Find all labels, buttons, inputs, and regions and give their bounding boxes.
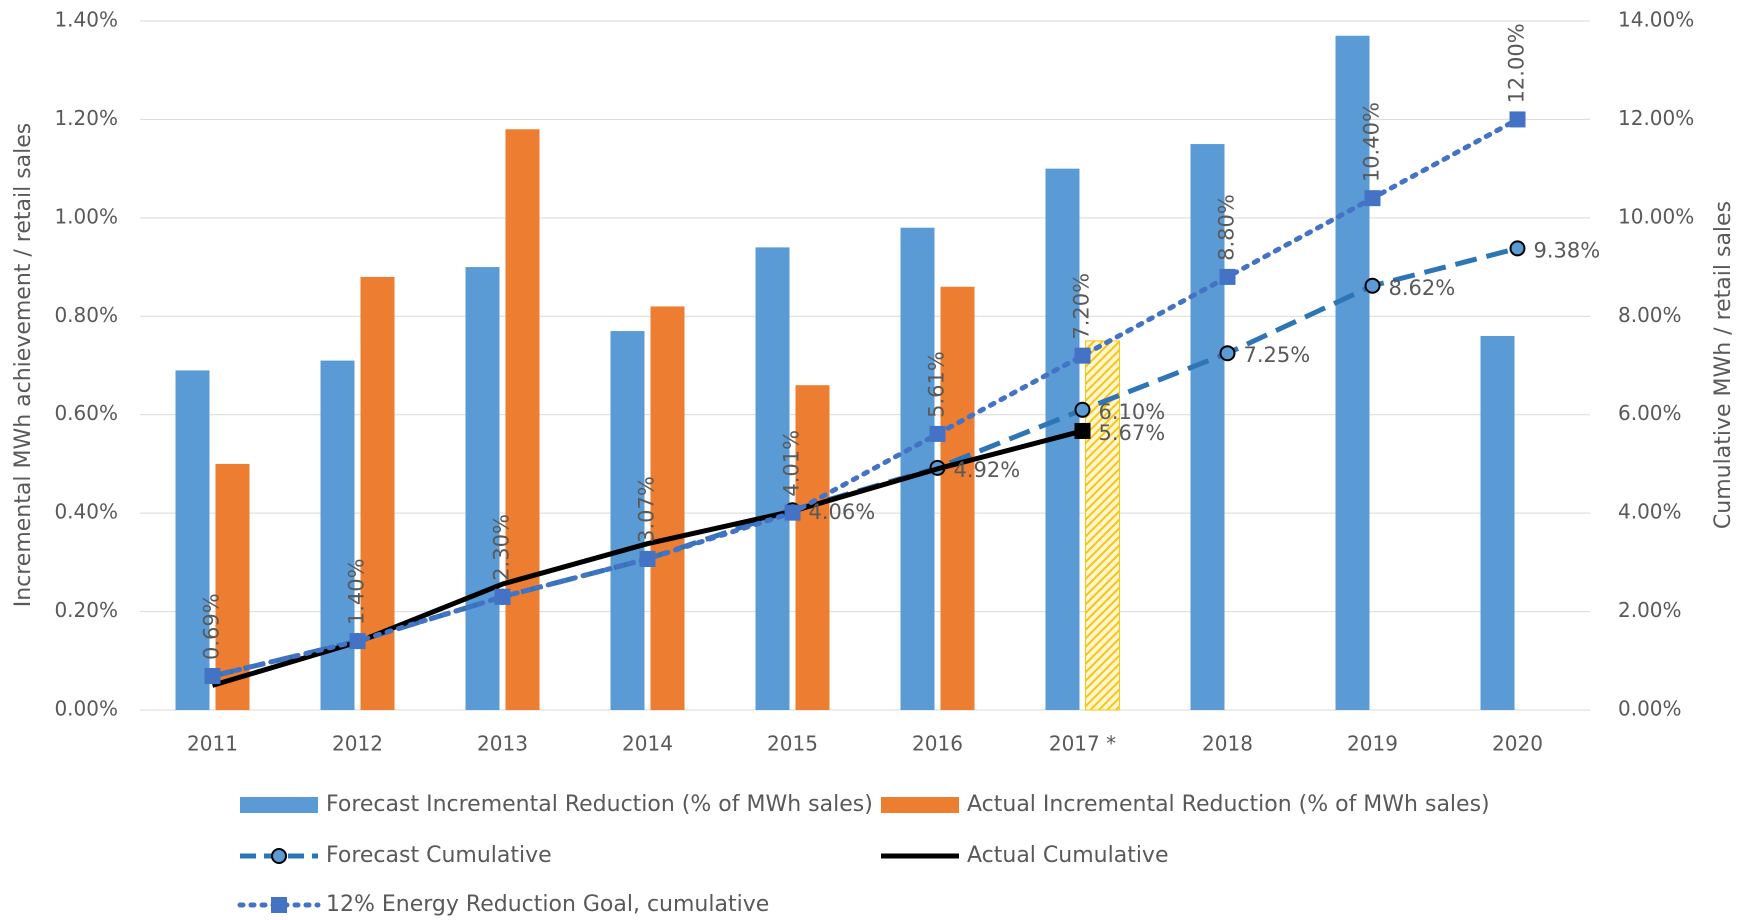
y2-tick-label: 6.00% <box>1618 401 1682 425</box>
bar <box>940 286 975 710</box>
marker <box>784 504 801 521</box>
legend-label: 12% Energy Reduction Goal, cumulative <box>326 892 769 917</box>
data-label: 8.62% <box>1389 276 1456 300</box>
data-label: 4.01% <box>780 430 804 497</box>
data-label: 6.10% <box>1099 400 1166 424</box>
y-tick-label: 1.20% <box>54 106 118 130</box>
bar <box>175 370 210 710</box>
y-axis-title: Incremental MWh achievement / retail sal… <box>11 123 36 608</box>
marker <box>1219 345 1236 362</box>
data-label: 8.80% <box>1215 194 1239 261</box>
y2-tick-label: 10.00% <box>1618 204 1694 228</box>
data-label: 5.67% <box>1099 421 1166 445</box>
marker <box>1509 111 1526 128</box>
bar <box>795 385 830 710</box>
data-label: 9.38% <box>1534 238 1601 262</box>
legend-item: 12% Energy Reduction Goal, cumulative <box>237 892 769 917</box>
legend-item: Forecast Incremental Reduction (% of MWh… <box>240 792 873 817</box>
y2-tick-label: 2.00% <box>1618 598 1682 622</box>
data-label: 2.30% <box>490 514 514 581</box>
y2-tick-label: 4.00% <box>1618 500 1682 524</box>
bar <box>465 267 500 710</box>
x-tick-label: 2020 <box>1492 732 1543 756</box>
bar <box>1335 35 1370 711</box>
line <box>210 116 1520 679</box>
bar <box>1190 144 1225 711</box>
y-tick-label: 1.00% <box>54 204 118 228</box>
labels: 0.00% 0.20% 0.40% 0.60% 0.80% 1.00% 1.20% 1.40%… <box>54 8 1694 756</box>
y2-tick-label: 0.00% <box>1618 697 1682 721</box>
x-tick-label: 2019 <box>1347 732 1398 756</box>
y2-tick-label: 12.00% <box>1618 106 1694 130</box>
data-label: 12.00% <box>1505 23 1529 103</box>
marker <box>494 588 511 605</box>
x-tick-label: 2017 * <box>1049 732 1116 756</box>
legend-label: Actual Incremental Reduction (% of MWh s… <box>967 792 1490 817</box>
x-tick-label: 2012 <box>332 732 383 756</box>
legend-label: Forecast Incremental Reduction (% of MWh… <box>326 792 873 817</box>
y2-tick-label: 8.00% <box>1618 303 1682 327</box>
legend-item: Forecast Cumulative <box>240 843 552 868</box>
marker <box>1364 190 1381 207</box>
data-label: 4.06% <box>809 500 876 524</box>
bar <box>360 276 395 710</box>
marker <box>1219 268 1236 285</box>
legend-marker <box>271 848 287 864</box>
marker <box>1074 422 1091 439</box>
y2-tick-label: 14.00% <box>1618 8 1694 32</box>
legend-item: Actual Cumulative <box>881 843 1168 868</box>
x-tick-label: 2016 <box>912 732 963 756</box>
data-label: 10.40% <box>1360 102 1384 182</box>
data-label: 4.92% <box>954 458 1021 482</box>
marker <box>1509 240 1526 257</box>
x-tick-label: 2013 <box>477 732 528 756</box>
bar <box>610 331 645 710</box>
data-label: 1.40% <box>345 558 369 625</box>
y-tick-label: 0.60% <box>54 401 118 425</box>
y-tick-label: 0.40% <box>54 500 118 524</box>
y2-axis-title: Cumulative MWh / retail sales <box>1711 201 1736 529</box>
y-tick-label: 0.00% <box>54 697 118 721</box>
marker <box>1074 347 1091 364</box>
data-label: 3.07% <box>635 476 659 543</box>
bar <box>320 360 355 710</box>
data-label: 7.25% <box>1244 343 1311 367</box>
data-label: 5.61% <box>925 351 949 418</box>
bar <box>650 306 685 710</box>
data-label: 0.69% <box>200 593 224 660</box>
marker <box>1364 277 1381 294</box>
x-tick-label: 2015 <box>767 732 818 756</box>
marker <box>929 425 946 442</box>
legend-label: Forecast Cumulative <box>326 843 552 868</box>
bar <box>505 129 540 710</box>
x-tick-label: 2018 <box>1202 732 1253 756</box>
bar <box>755 247 790 710</box>
y-tick-label: 1.40% <box>54 8 118 32</box>
bar <box>1480 335 1515 710</box>
x-tick-label: 2011 <box>187 732 238 756</box>
legend-label: Actual Cumulative <box>967 843 1168 868</box>
x-tick-label: 2014 <box>622 732 673 756</box>
data-label: 7.20% <box>1070 273 1094 340</box>
legend-item: Actual Incremental Reduction (% of MWh s… <box>881 792 1490 817</box>
bars <box>175 35 1515 711</box>
marker <box>639 550 656 567</box>
legend-marker <box>271 897 287 913</box>
marker <box>204 668 221 685</box>
lines <box>204 111 1526 688</box>
marker <box>349 633 366 650</box>
marker <box>1074 401 1091 418</box>
legend-swatch <box>881 797 959 813</box>
y-tick-label: 0.80% <box>54 303 118 327</box>
legend-swatch <box>240 797 318 813</box>
y-tick-label: 0.20% <box>54 598 118 622</box>
